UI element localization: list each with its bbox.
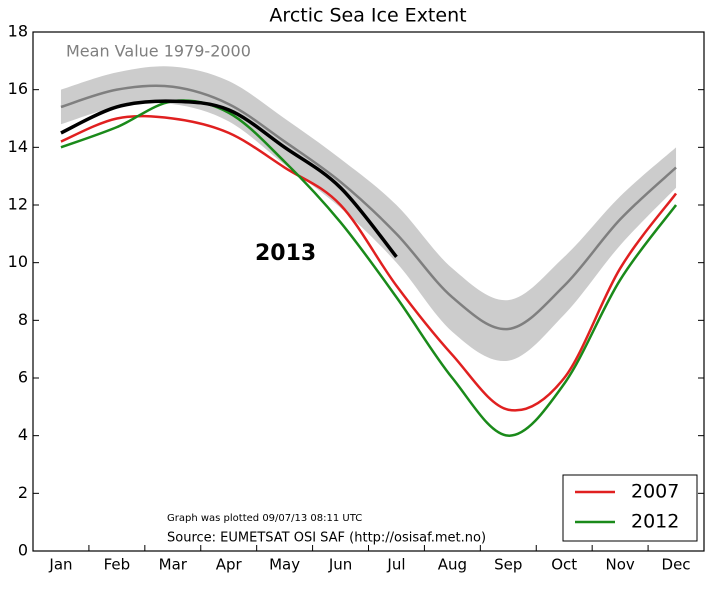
legend-label: 2012 bbox=[631, 511, 679, 533]
chart-title: Arctic Sea Ice Extent bbox=[269, 5, 466, 27]
x-tick-label: Jul bbox=[386, 556, 405, 574]
y-tick-label: 10 bbox=[8, 252, 28, 271]
y-tick-label: 12 bbox=[8, 195, 28, 214]
series-line bbox=[60, 84, 677, 331]
plot-note: Graph was plotted 09/07/13 08:11 UTC bbox=[167, 513, 362, 524]
x-tick-label: May bbox=[269, 556, 300, 574]
y-tick-label: 14 bbox=[8, 137, 28, 156]
x-tick-label: Jun bbox=[328, 556, 352, 574]
mean-label: Mean Value 1979-2000 bbox=[66, 42, 251, 61]
y-tick-label: 0 bbox=[18, 541, 28, 560]
x-tick-label: Aug bbox=[438, 556, 467, 574]
x-tick-label: Apr bbox=[216, 556, 243, 574]
x-tick-label: Oct bbox=[551, 556, 577, 574]
year-label: 2013 bbox=[255, 241, 316, 266]
range-band bbox=[60, 66, 677, 362]
legend-label: 2007 bbox=[631, 481, 679, 503]
x-tick-label: Nov bbox=[605, 556, 634, 574]
x-tick-label: Dec bbox=[662, 556, 691, 574]
x-tick-label: Sep bbox=[494, 556, 522, 574]
series-line bbox=[60, 114, 678, 412]
source-note: Source: EUMETSAT OSI SAF (http://osisaf.… bbox=[167, 531, 486, 546]
y-tick-label: 8 bbox=[18, 310, 28, 329]
x-tick-label: Mar bbox=[159, 556, 188, 574]
y-tick-label: 18 bbox=[8, 22, 28, 41]
y-tick-label: 4 bbox=[18, 425, 28, 444]
y-tick-label: 16 bbox=[8, 79, 28, 98]
y-tick-label: 2 bbox=[18, 483, 28, 502]
legend-box bbox=[562, 474, 698, 542]
x-tick-label: Jan bbox=[48, 556, 72, 574]
x-tick-label: Feb bbox=[104, 556, 131, 574]
series-line bbox=[60, 99, 398, 258]
y-tick-label: 6 bbox=[18, 368, 28, 387]
